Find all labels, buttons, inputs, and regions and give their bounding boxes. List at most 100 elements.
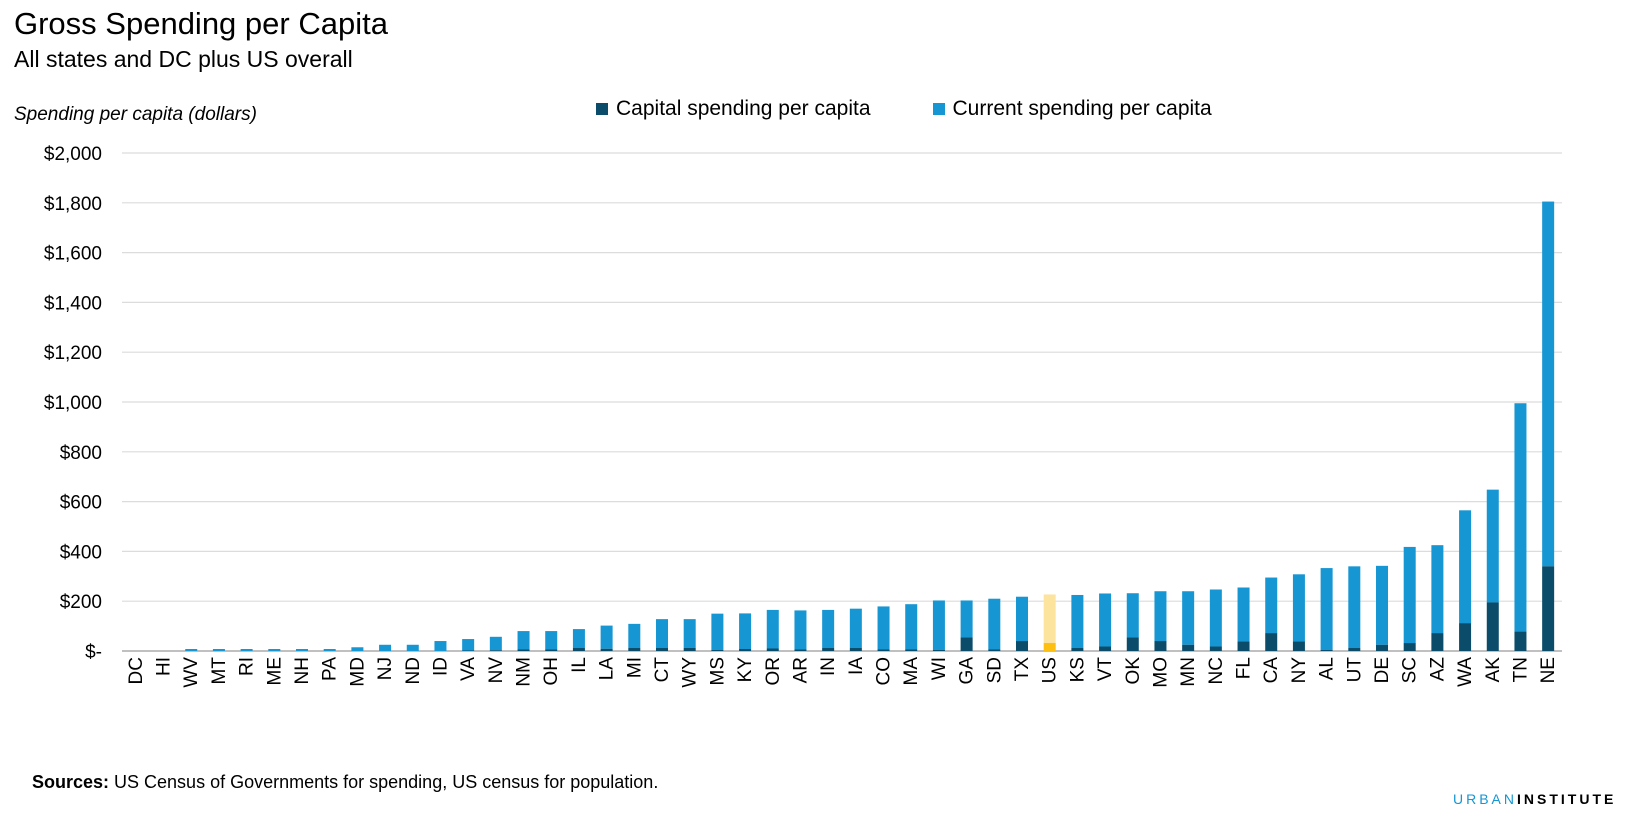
- bar-current: [988, 598, 1001, 650]
- bar-capital: [1403, 643, 1416, 651]
- bar-current: [1514, 403, 1527, 632]
- x-tick-label: OH: [541, 657, 562, 686]
- bar-capital: [600, 648, 613, 651]
- bar-current: [545, 631, 558, 650]
- bar-current: [323, 649, 336, 651]
- bar-current: [905, 604, 918, 650]
- x-tick-label: DC: [126, 657, 147, 684]
- bar-current: [1292, 574, 1305, 642]
- bar-current: [1431, 545, 1444, 634]
- legend-item-capital: Capital spending per capita: [596, 97, 871, 121]
- bar-capital: [545, 649, 558, 651]
- bar-capital: [1071, 648, 1084, 651]
- x-tick-label: AL: [1317, 657, 1338, 680]
- x-tick-label: SD: [984, 657, 1005, 683]
- x-tick-label: US: [1040, 657, 1061, 683]
- y-tick-label: $200: [60, 592, 102, 613]
- bar-current: [1486, 489, 1499, 603]
- legend-swatch-current: [932, 103, 945, 115]
- x-tick-label: FL: [1234, 657, 1255, 679]
- x-tick-label: MS: [707, 657, 728, 686]
- bar-capital: [628, 648, 641, 651]
- x-tick-label: WI: [929, 657, 950, 680]
- bar-current: [600, 625, 613, 649]
- x-tick-label: MI: [624, 657, 645, 678]
- bar-chart: $- $200 $400 $600 $800 $1,000 $1,200 $1,400 $1,6…: [44, 144, 1562, 688]
- bar-capital: [1237, 641, 1250, 651]
- bar-capital: [1376, 644, 1388, 651]
- bar-current: [1099, 593, 1112, 647]
- x-tick-label: MO: [1150, 657, 1171, 688]
- x-tick-label: DE: [1372, 657, 1393, 683]
- x-tick-label: RI: [237, 657, 258, 676]
- x-tick-label: NY: [1289, 657, 1310, 684]
- bar-capital: [1292, 641, 1305, 651]
- x-tick-label: WY: [680, 657, 701, 688]
- bar-current: [1237, 587, 1250, 642]
- x-tick-label: GA: [957, 657, 978, 685]
- x-tick-label: TX: [1012, 657, 1033, 682]
- x-tick-label: TN: [1510, 657, 1531, 682]
- x-tick-label: NJ: [375, 657, 396, 680]
- bar-current: [794, 610, 807, 650]
- y-tick-label: $1,600: [44, 244, 102, 265]
- bar-current: [240, 649, 253, 651]
- x-tick-label: AK: [1483, 657, 1504, 683]
- bar-current: [1459, 510, 1472, 624]
- x-tick-label: NE: [1538, 657, 1559, 683]
- bar-current: [1403, 546, 1416, 644]
- bar-current: [683, 619, 696, 648]
- x-tick-label: OR: [763, 657, 784, 686]
- bar-capital: [1542, 566, 1555, 651]
- x-tick-label: ME: [264, 657, 285, 686]
- brand-institute: INSTITUTE: [1517, 791, 1617, 807]
- bar-capital: [517, 649, 530, 651]
- x-tick-label: CT: [652, 657, 673, 683]
- bar-current: [1182, 591, 1195, 645]
- bar-current: [960, 600, 973, 638]
- bar-capital: [1043, 643, 1056, 651]
- bar-capital: [988, 649, 1001, 651]
- bar-current: [212, 649, 225, 651]
- y-tick-label: $1,800: [44, 194, 102, 215]
- bar-current: [379, 644, 392, 651]
- bar-current: [1376, 565, 1388, 645]
- bar-capital: [572, 648, 585, 651]
- bar-capital: [822, 648, 835, 651]
- x-tick-label: OK: [1123, 657, 1144, 685]
- x-tick-label: PA: [320, 657, 341, 681]
- x-tick-label: CO: [874, 657, 895, 686]
- x-tick-label: NH: [292, 657, 313, 684]
- bar-current: [462, 639, 475, 651]
- legend-swatch-capital: [596, 103, 608, 115]
- bar-capital: [1486, 602, 1499, 651]
- y-tick-label: $1,400: [44, 293, 102, 314]
- x-tick-label: AR: [790, 657, 811, 683]
- y-tick-label: $2,000: [44, 144, 102, 165]
- y-tick-label: $800: [60, 443, 102, 464]
- bar-current: [1348, 566, 1361, 649]
- sources-label: Sources:: [32, 772, 110, 792]
- x-tick-label: AZ: [1427, 657, 1448, 682]
- bar-capital: [1320, 649, 1333, 651]
- x-tick-label: ID: [430, 657, 451, 676]
- bar-current: [1542, 201, 1555, 567]
- x-tick-label: MN: [1178, 657, 1199, 687]
- x-tick-label: SC: [1400, 657, 1421, 683]
- bar-current: [489, 636, 502, 651]
- x-tick-label: NM: [514, 657, 535, 687]
- bar-current: [739, 613, 752, 650]
- x-tick-label: UT: [1344, 657, 1365, 683]
- bar-capital: [877, 649, 890, 651]
- bar-current: [1320, 568, 1333, 650]
- x-tick-label: IN: [818, 657, 839, 676]
- chart-subtitle: All states and DC plus US overall: [14, 46, 353, 72]
- legend-label-capital: Capital spending per capita: [616, 97, 871, 120]
- x-tick-label: LA: [597, 657, 618, 681]
- bar-capital: [683, 647, 696, 651]
- y-tick-label: $-: [85, 642, 102, 663]
- x-tick-label: HI: [154, 657, 175, 676]
- bar-current: [1154, 591, 1167, 642]
- x-tick-label: MA: [901, 657, 922, 686]
- bar-current: [628, 623, 641, 649]
